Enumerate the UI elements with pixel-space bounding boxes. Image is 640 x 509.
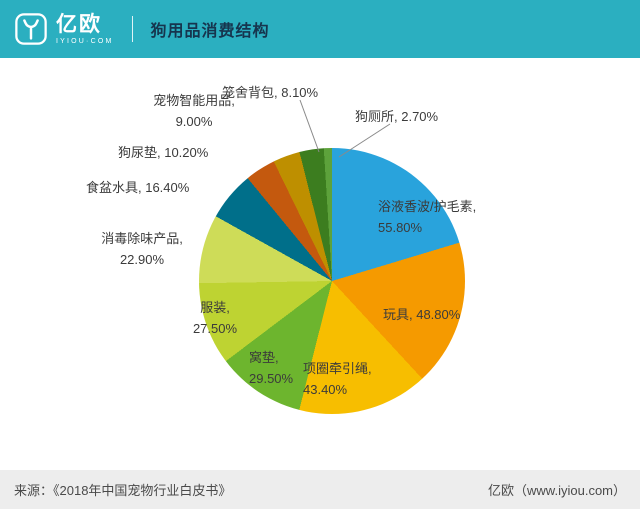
slice-label-disinfectant: 消毒除味产品, 22.90% — [101, 231, 183, 267]
header: 亿欧 IYIOU·COM 狗用品消费结构 — [0, 0, 640, 58]
pie-chart — [199, 148, 465, 414]
iyiou-logo-icon — [15, 13, 47, 45]
slice-label-smart-products: 宠物智能用品, 9.00% — [153, 93, 235, 129]
leader-line-cage — [299, 99, 320, 153]
chart-area: 浴液香波/护毛素, 55.80% 玩具, 48.80% 项圈牵引绳, 43.40… — [0, 58, 640, 470]
page-title: 狗用品消费结构 — [150, 23, 270, 40]
slice-label-clothing: 服装, 27.50% — [192, 300, 238, 336]
brand-subtitle: IYIOU·COM — [56, 37, 114, 45]
slice-label-dog-toilet: 狗厕所, 2.70% — [355, 109, 439, 124]
brand-logo: 亿欧 IYIOU·COM — [14, 12, 114, 46]
slice-label-pee-pads: 狗尿垫, 10.20% — [118, 145, 209, 160]
source-text: 来源：《2018年中国宠物行业白皮书》 — [14, 483, 232, 498]
brand-name: 亿欧 — [56, 12, 102, 36]
brand-text: 亿欧 IYIOU·COM — [56, 14, 114, 45]
slice-label-bedding: 窝垫, 29.50% — [249, 350, 294, 386]
slice-label-toys: 玩具, 48.80% — [383, 307, 461, 322]
credit-text: 亿欧（www.iyiou.com） — [488, 483, 626, 498]
header-divider — [131, 16, 133, 42]
slice-label-bowls: 食盆水具, 16.40% — [86, 180, 190, 195]
slice-label-collar-leash: 项圈牵引绳, 43.40% — [303, 361, 372, 397]
footer: 来源：《2018年中国宠物行业白皮书》 亿欧（www.iyiou.com） — [0, 470, 640, 509]
slice-label-bath-shampoo: 浴液香波/护毛素, 55.80% — [378, 199, 477, 235]
slice-label-cage-backpack: 笼舍背包, 8.10% — [222, 85, 319, 100]
